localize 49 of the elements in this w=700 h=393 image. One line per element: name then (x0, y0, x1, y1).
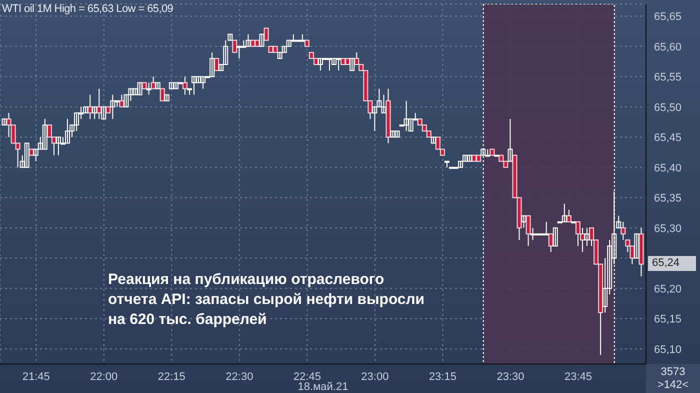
x-tick-label: 23:45 (564, 370, 592, 383)
candlestick (584, 227, 590, 247)
candlestick (110, 94, 116, 120)
counter-panel: 3573 >142< (646, 364, 700, 393)
candlestick (350, 58, 355, 72)
x-tick-label: 23:00 (361, 370, 389, 383)
y-tick-label: 65,45 (654, 132, 682, 144)
candlestick (232, 40, 238, 53)
candlestick (318, 58, 323, 72)
y-tick-label: 65,60 (654, 41, 682, 54)
x-tick-label: 23:15 (428, 370, 456, 383)
y-tick-label: 65,15 (654, 314, 682, 326)
candlestick (562, 203, 567, 222)
candlestick (300, 34, 305, 42)
x-tick-label: 23:30 (496, 370, 524, 383)
y-tick-label: 65,65 (654, 11, 682, 24)
x-tick-label: 21:45 (22, 370, 50, 383)
candlestick (214, 58, 220, 72)
y-tick-label: 65,40 (654, 162, 682, 174)
candlestick (137, 82, 142, 96)
candlestick (236, 46, 242, 59)
x-tick-label: 22:00 (90, 370, 118, 383)
candlestick (544, 221, 549, 236)
y-tick-label: 65,35 (654, 192, 682, 205)
candlestick (264, 28, 269, 41)
y-tick-label: 65,20 (654, 283, 682, 296)
x-tick-label: 22:30 (226, 370, 254, 383)
x-tick-label: 22:15 (158, 370, 186, 383)
candlestick (521, 215, 526, 228)
candlestick (92, 106, 98, 120)
candlestick (259, 34, 264, 47)
candlestick (552, 227, 558, 247)
y-tick-label: 65,30 (654, 222, 682, 235)
y-tick-label: 65,10 (654, 344, 682, 356)
candlestick (526, 215, 531, 247)
chart-title: WTI oil 1M High = 65,63 Low = 65,09 (2, 3, 174, 15)
candlestick (634, 233, 640, 259)
annotation: Реакция на публикацию отраслевого отчета API: запасы сырой нефти выросли на 620 тыс. баррелей (108, 270, 426, 330)
x-tick-label: 22:45 (293, 370, 321, 383)
y-tick-label: 65,50 (654, 102, 682, 114)
candlestick (146, 82, 152, 96)
candlestick (191, 76, 196, 96)
x-axis-title: 18.май.21 (298, 381, 348, 393)
text: 65,24 (648, 256, 696, 272)
candlestick (160, 88, 165, 102)
candlestick (508, 118, 513, 162)
y-tick-label: 65,55 (654, 72, 682, 84)
candlestick (24, 142, 30, 168)
candlestick (42, 118, 48, 150)
